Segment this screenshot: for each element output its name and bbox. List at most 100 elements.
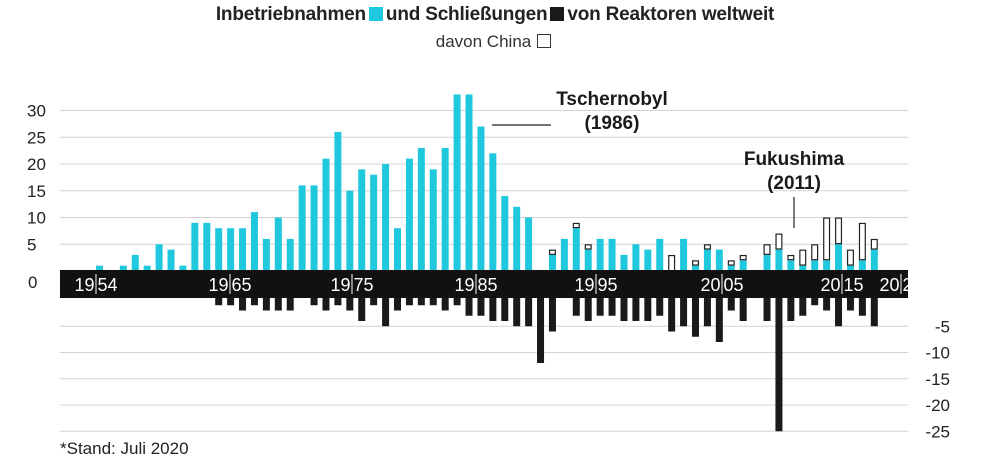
opening-bar-1957 <box>131 254 139 271</box>
opening-bar-1962 <box>191 222 199 271</box>
china-bar-2008 <box>739 254 747 261</box>
y-tick-label-neg: -5 <box>935 317 950 336</box>
closure-bar-1988 <box>501 298 509 321</box>
opening-bar-1995 <box>584 249 592 271</box>
title-closures-label: und Schließungen <box>385 4 548 25</box>
opening-bar-1966 <box>239 228 247 271</box>
y-tick-label-neg: -20 <box>925 396 950 415</box>
bars <box>96 94 878 432</box>
x-tick-label-left: 19 <box>574 275 594 295</box>
x-tick-label-right: 05 <box>724 275 744 295</box>
closure-bar-2012 <box>787 298 795 321</box>
opening-bar-1996 <box>596 238 604 271</box>
closure-bar-1976 <box>358 298 366 321</box>
closure-bar-2007 <box>727 298 735 311</box>
opening-bar-2016 <box>835 244 843 271</box>
china-bar-2004 <box>691 260 699 266</box>
opening-bar-1959 <box>155 244 163 271</box>
closure-bar-1978 <box>382 298 390 327</box>
closure-bar-1997 <box>608 298 616 316</box>
x-tick-label-right: 85 <box>478 275 498 295</box>
opening-bar-1987 <box>489 153 497 271</box>
closure-bar-1969 <box>274 298 282 311</box>
x-axis-ticks: 19 54 19 65 19 75 19 85 19 95 20 05 20 15 20 20* <box>74 274 930 295</box>
opening-bar-1968 <box>262 238 270 271</box>
fukushima-name: Fukushima <box>743 149 845 170</box>
chernobyl-year: (1986) <box>584 113 640 134</box>
y-tick-label-pos: 25 <box>27 128 46 147</box>
opening-bar-2004 <box>692 265 699 271</box>
opening-bar-1965 <box>227 228 235 271</box>
y-tick-label-pos: 30 <box>27 102 46 121</box>
china-bar-2019 <box>870 238 878 250</box>
opening-bar-1984 <box>453 94 461 271</box>
opening-bar-1983 <box>441 147 449 271</box>
x-tick-1985: 19 85 <box>454 274 498 295</box>
closure-bar-1975 <box>346 298 354 311</box>
chernobyl-annotation: Tschernobyl (1986) <box>552 88 672 136</box>
opening-bar-2012 <box>787 260 795 271</box>
closure-bar-2005 <box>703 298 711 327</box>
fukushima-year: (2011) <box>767 173 821 194</box>
opening-bar-2017 <box>846 265 854 271</box>
closure-bar-1999 <box>632 298 640 321</box>
closure-bar-1968 <box>262 298 270 311</box>
china-bar-1995 <box>584 244 592 250</box>
china-bar-2011 <box>775 233 783 250</box>
closure-bar-2006 <box>715 298 723 342</box>
opening-bar-1972 <box>310 185 318 271</box>
opening-bar-2000 <box>644 249 652 271</box>
closure-bar-1979 <box>394 298 401 311</box>
opening-bar-1992 <box>548 254 556 271</box>
closure-bar-2015 <box>823 298 831 311</box>
china-bar-2014 <box>811 244 819 261</box>
china-bar-2012 <box>787 254 795 261</box>
opening-bar-2007 <box>727 265 735 271</box>
x-tick-label-right: 65 <box>232 275 252 295</box>
x-tick-2020: 20 20* <box>879 274 930 295</box>
closure-bar-2001 <box>656 298 664 316</box>
x-tick-1954: 19 54 <box>74 274 118 295</box>
closure-bar-1991 <box>537 298 545 363</box>
closure-bar-1985 <box>465 298 473 316</box>
opening-bar-1956 <box>119 265 127 271</box>
x-tick-label-right: 75 <box>354 275 374 295</box>
opening-bar-2001 <box>656 238 664 271</box>
x-axis-band <box>60 270 908 298</box>
opening-bar-2013 <box>799 265 807 271</box>
opening-bar-1988 <box>501 196 509 271</box>
closure-bar-1981 <box>417 298 425 306</box>
x-tick-label-left: 19 <box>454 275 474 295</box>
closure-bar-2004 <box>692 298 699 337</box>
y-tick-label-zero: 0 <box>28 273 37 292</box>
chart-title: Inbetriebnahmen und Schließungen von Reakt… <box>0 4 990 26</box>
title-openings-label: Inbetriebnahmen <box>215 4 366 25</box>
closure-bar-2017 <box>846 298 854 311</box>
closure-bar-1982 <box>429 298 437 306</box>
closure-bar-2003 <box>680 298 688 327</box>
opening-bar-1976 <box>358 169 366 271</box>
closure-bar-1972 <box>310 298 318 306</box>
opening-bar-1970 <box>286 238 294 271</box>
china-bar-2010 <box>763 244 771 255</box>
closure-bar-2011 <box>775 298 783 432</box>
closure-bar-2014 <box>811 298 819 306</box>
opening-bar-1975 <box>346 190 354 271</box>
china-bar-2007 <box>727 260 735 266</box>
opening-bar-1985 <box>465 94 473 271</box>
opening-bar-1980 <box>405 158 413 271</box>
opening-bar-1967 <box>250 212 258 271</box>
closure-bar-1996 <box>596 298 604 316</box>
openings-legend-swatch <box>368 7 383 21</box>
china-bar-2016 <box>835 217 843 245</box>
opening-bar-1982 <box>429 169 437 271</box>
x-tick-label-left: 20 <box>700 275 720 295</box>
closure-bar-1966 <box>239 298 247 311</box>
closure-bar-2010 <box>763 298 771 321</box>
opening-bar-1971 <box>298 185 306 271</box>
chernobyl-name: Tschernobyl <box>556 89 668 110</box>
y-tick-label-neg: -15 <box>925 370 950 389</box>
closure-bar-2000 <box>644 298 652 321</box>
closure-bar-1974 <box>334 298 342 306</box>
opening-bar-1989 <box>513 206 521 271</box>
